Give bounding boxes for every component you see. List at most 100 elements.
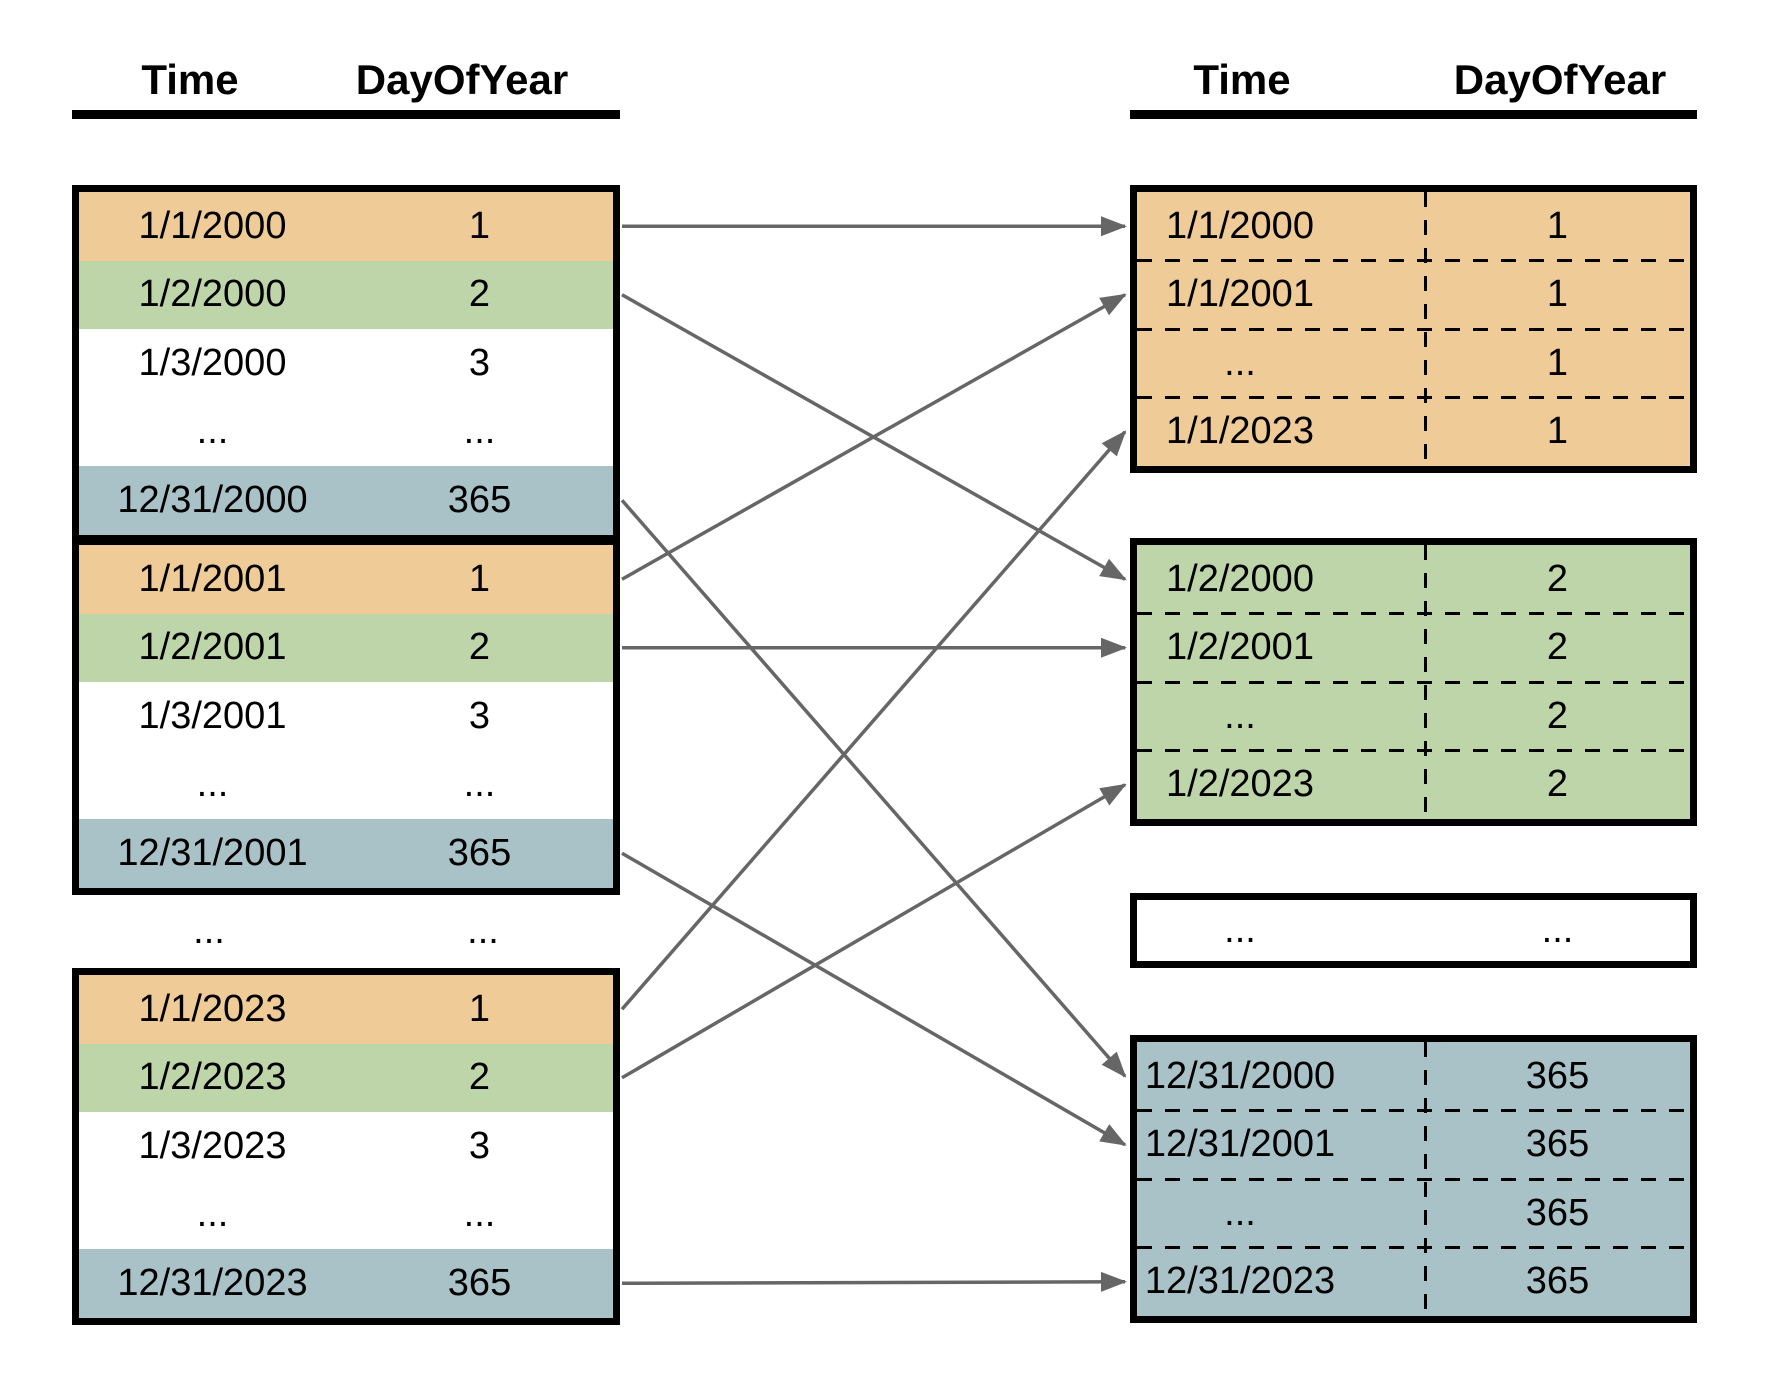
mapping-arrow bbox=[621, 1271, 1127, 1292]
table-row: ... 365 bbox=[1137, 1179, 1690, 1248]
table-row: 1/3/2023 3 bbox=[79, 1112, 613, 1181]
dayofyear-cell: 365 bbox=[447, 1261, 512, 1304]
table-row: ...... bbox=[1137, 900, 1690, 961]
time-cell: 12/31/2023 bbox=[117, 1261, 308, 1304]
group-table-day-1: 1/1/2000 1 1/1/2001 1... 1 1/1/2023 1 bbox=[1130, 185, 1697, 473]
time-cell: 1/3/2000 bbox=[138, 341, 287, 384]
time-cell: 1/2/2000 bbox=[1166, 557, 1314, 600]
time-cell: ... bbox=[196, 1193, 229, 1236]
dayofyear-cell: 2 bbox=[1546, 763, 1569, 806]
time-cell: 12/31/2001 bbox=[1144, 1123, 1336, 1166]
table-row: ...... bbox=[79, 397, 613, 466]
dayofyear-cell: 1 bbox=[468, 987, 491, 1030]
mapping-arrow bbox=[621, 293, 1127, 581]
mapping-arrow bbox=[621, 783, 1127, 1080]
table-row: ...... bbox=[79, 1180, 613, 1249]
time-cell: 1/1/2001 bbox=[138, 557, 287, 600]
table-row: 1/1/2023 1 bbox=[1137, 398, 1690, 467]
time-cell: 1/1/2000 bbox=[138, 204, 287, 247]
time-cell: ... bbox=[1224, 341, 1256, 384]
dayofyear-cell: ... bbox=[1541, 909, 1574, 951]
table-row: ...... bbox=[79, 750, 613, 819]
time-cell: ... bbox=[196, 410, 229, 453]
dashed-row-separator bbox=[1137, 259, 1690, 262]
dayofyear-cell: 365 bbox=[447, 831, 512, 874]
table-row: 1/2/2023 2 bbox=[79, 1043, 613, 1112]
dayofyear-cell: 3 bbox=[468, 694, 491, 737]
right-header-underline bbox=[1130, 110, 1697, 119]
table-row: 12/31/2023 365 bbox=[79, 1249, 613, 1318]
dayofyear-cell: ... bbox=[463, 763, 496, 806]
group-table-day-2: 1/2/2000 2 1/2/2001 2... 2 1/2/2023 2 bbox=[1130, 538, 1697, 826]
left-header-time: Time bbox=[141, 56, 239, 103]
time-cell: 1/3/2023 bbox=[138, 1124, 287, 1167]
dashed-column-divider bbox=[1423, 545, 1427, 819]
time-cell: 1/2/2023 bbox=[1166, 763, 1314, 806]
table-row: 12/31/2001 365 bbox=[1137, 1111, 1690, 1180]
time-cell: 1/1/2023 bbox=[138, 987, 287, 1030]
table-row: 12/31/2023 365 bbox=[1137, 1248, 1690, 1317]
time-cell: ... bbox=[1224, 694, 1256, 737]
dashed-row-separator bbox=[1137, 749, 1690, 752]
time-cell: 1/2/2000 bbox=[138, 273, 287, 316]
dayofyear-cell: 365 bbox=[1525, 1191, 1590, 1234]
dashed-row-separator bbox=[1137, 680, 1690, 684]
time-cell: 12/31/2023 bbox=[1144, 1260, 1336, 1303]
table-row: 12/31/2000 365 bbox=[79, 466, 613, 535]
ellipsis-time-cell: ... bbox=[193, 910, 225, 952]
right-header-time: Time bbox=[1193, 56, 1291, 103]
table-row: 1/3/2000 3 bbox=[79, 329, 613, 398]
table-row: 1/3/2001 3 bbox=[79, 682, 613, 751]
source-table-year-2000: 1/1/2000 1 1/2/2000 2 1/3/2000 3...... 12/31/2… bbox=[72, 185, 620, 542]
table-row: 1/2/2000 2 bbox=[1137, 545, 1690, 614]
table-row: 1/1/2001 1 bbox=[79, 545, 613, 614]
time-cell: ... bbox=[196, 763, 229, 806]
dayofyear-cell: 2 bbox=[1546, 694, 1569, 737]
dayofyear-cell: ... bbox=[463, 1193, 496, 1236]
mapping-arrow bbox=[620, 430, 1127, 1011]
dayofyear-cell: 365 bbox=[1525, 1260, 1590, 1303]
time-cell: 1/2/2001 bbox=[1166, 626, 1314, 669]
table-row: 1/2/2001 2 bbox=[79, 613, 613, 682]
group-table-ellipsis: ...... bbox=[1130, 893, 1697, 968]
dayofyear-cell: 1 bbox=[1546, 204, 1569, 247]
between-years-ellipsis-row: ... ... bbox=[72, 895, 620, 968]
time-cell: 12/31/2001 bbox=[117, 831, 308, 874]
dayofyear-cell: 365 bbox=[447, 478, 512, 521]
dayofyear-cell: 2 bbox=[1546, 557, 1569, 600]
table-row: ... 1 bbox=[1137, 329, 1690, 398]
dayofyear-cell: 2 bbox=[1546, 626, 1569, 669]
dashed-row-separator bbox=[1137, 612, 1690, 615]
dashed-column-divider bbox=[1423, 192, 1427, 466]
time-cell: ... bbox=[1224, 909, 1256, 951]
table-row: 1/2/2000 2 bbox=[79, 260, 613, 329]
dayofyear-cell: 1 bbox=[468, 204, 491, 247]
right-header-dayofyear: DayOfYear bbox=[1453, 56, 1667, 103]
time-cell: 12/31/2000 bbox=[117, 478, 308, 521]
mapping-arrow bbox=[620, 499, 1127, 1078]
table-row: 1/1/2023 1 bbox=[79, 975, 613, 1044]
dayofyear-cell: 3 bbox=[468, 341, 491, 384]
dashed-row-separator bbox=[1137, 396, 1690, 399]
dayofyear-cell: 3 bbox=[468, 1124, 491, 1167]
time-cell: 1/1/2023 bbox=[1166, 410, 1314, 453]
time-cell: 12/31/2000 bbox=[1144, 1054, 1336, 1097]
dashed-row-separator bbox=[1137, 1246, 1690, 1249]
dayofyear-cell: 1 bbox=[468, 557, 491, 600]
dayofyear-cell: 365 bbox=[1525, 1123, 1590, 1166]
mapping-arrow bbox=[621, 293, 1127, 581]
time-cell: ... bbox=[1224, 1191, 1256, 1234]
time-cell: 1/2/2001 bbox=[138, 626, 287, 669]
table-row: 1/2/2001 2 bbox=[1137, 614, 1690, 683]
table-row: 1/1/2001 1 bbox=[1137, 261, 1690, 330]
ellipsis-dayofyear-cell: ... bbox=[467, 910, 499, 952]
left-header-dayofyear: DayOfYear bbox=[355, 56, 569, 103]
source-table-year-2023: 1/1/2023 1 1/2/2023 2 1/3/2023 3...... 12/31/2… bbox=[72, 968, 620, 1325]
table-row: 1/1/2000 1 bbox=[1137, 192, 1690, 261]
dashed-row-separator bbox=[1137, 1109, 1690, 1112]
dashed-row-separator bbox=[1137, 327, 1690, 331]
left-header-underline bbox=[72, 110, 620, 119]
dayofyear-cell: 2 bbox=[468, 626, 491, 669]
table-row: 1/1/2000 1 bbox=[79, 192, 613, 261]
